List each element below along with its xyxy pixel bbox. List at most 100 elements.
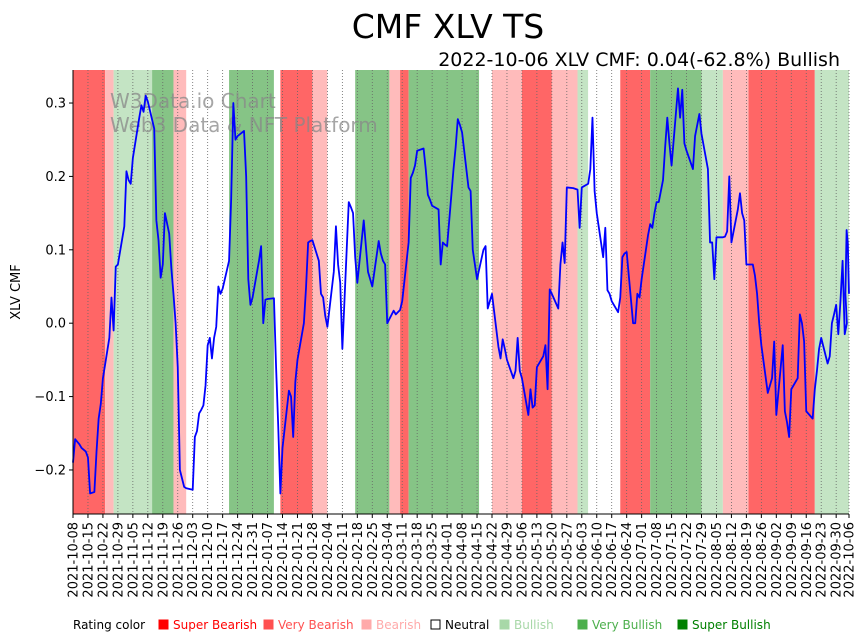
x-tick-label: 2022-08-12	[725, 522, 740, 598]
x-tick-label: 2022-07-29	[695, 522, 710, 598]
x-axis-ticks: 2021-10-08 2021-10-15 2021-10-22 2021-10-29…	[67, 514, 858, 598]
legend-swatch	[677, 619, 688, 630]
watermark-line-1: W3Data.io Chart	[110, 89, 276, 113]
y-tick-label: 0.2	[45, 170, 66, 185]
rating-band-bearish	[389, 70, 401, 514]
rating-band-neutral	[479, 70, 492, 514]
legend-swatch	[361, 619, 372, 630]
rating-band-very-bearish	[400, 70, 409, 514]
rating-band-bullish	[577, 70, 589, 514]
legend-label: Bullish	[514, 618, 554, 632]
x-tick-label: 2022-02-11	[336, 522, 351, 598]
rating-band-bearish	[312, 70, 328, 514]
y-tick-label: 0.3	[45, 97, 66, 112]
y-tick-label: 0.0	[45, 317, 66, 332]
x-tick-label: 2021-10-22	[96, 522, 111, 598]
rating-band-very-bullish	[229, 70, 274, 514]
legend-swatch	[577, 619, 588, 630]
x-tick-label: 2022-07-08	[650, 522, 665, 598]
x-tick-label: 2021-10-15	[81, 522, 96, 598]
legend-swatch	[430, 619, 441, 630]
x-tick-label: 2022-05-06	[515, 522, 530, 598]
x-tick-label: 2022-04-08	[456, 522, 471, 598]
x-tick-label: 2021-12-03	[186, 522, 201, 598]
chart-title: CMF XLV TS	[352, 7, 545, 46]
x-tick-label: 2022-06-17	[605, 522, 620, 598]
x-tick-label: 2022-08-05	[710, 522, 725, 598]
rating-band-bearish	[105, 70, 114, 514]
x-tick-label: 2022-07-01	[635, 522, 650, 598]
rating-band-very-bearish	[280, 70, 313, 514]
x-tick-label: 2022-04-29	[500, 522, 515, 598]
legend-label: Bearish	[376, 618, 421, 632]
legend-label: Very Bullish	[592, 618, 662, 632]
x-tick-label: 2021-10-08	[67, 522, 82, 598]
y-axis-label: XLV CMF	[9, 264, 24, 320]
rating-band-bearish	[173, 70, 187, 514]
x-tick-label: 2022-02-04	[321, 522, 336, 598]
rating-band-very-bearish	[73, 70, 106, 514]
rating-band-very-bullish	[408, 70, 480, 514]
x-tick-label: 2022-02-18	[351, 522, 366, 598]
y-tick-label: −0.2	[34, 463, 66, 478]
x-tick-label: 2022-04-01	[441, 522, 456, 598]
x-tick-label: 2021-11-19	[156, 522, 171, 598]
x-tick-label: 2022-09-02	[770, 522, 785, 598]
series-lines	[72, 87, 850, 495]
rating-band-bullish	[701, 70, 723, 514]
x-tick-label: 2022-09-23	[815, 522, 830, 598]
x-tick-label: 2022-07-15	[665, 522, 680, 598]
rating-band-neutral	[273, 70, 281, 514]
vertical-gridlines	[72, 70, 850, 514]
x-tick-label: 2022-10-06	[843, 522, 858, 598]
legend-swatch	[263, 619, 274, 630]
x-tick-label: 2022-09-30	[830, 522, 845, 598]
rating-legend: Rating color Super Bearish Very Bearish Bea…	[73, 618, 771, 632]
rating-band-very-bearish	[748, 70, 815, 514]
rating-band-bearish	[551, 70, 578, 514]
x-tick-label: 2022-05-13	[530, 522, 545, 598]
x-tick-label: 2022-01-07	[261, 522, 276, 598]
chart-subtitle: 2022-10-06 XLV CMF: 0.04(-62.8%) Bullish	[438, 49, 840, 71]
x-tick-label: 2022-03-11	[396, 522, 411, 598]
x-tick-label: 2022-03-18	[411, 522, 426, 598]
x-tick-label: 2022-05-20	[545, 522, 560, 598]
legend-title: Rating color	[73, 618, 145, 632]
legend-label: Super Bullish	[692, 618, 771, 632]
x-tick-label: 2022-01-21	[291, 522, 306, 598]
legend-label: Very Bearish	[278, 618, 354, 632]
series-line-0	[72, 87, 850, 495]
y-axis-ticks: −0.2 −0.1 0.0 0.1 0.2 0.3	[34, 97, 73, 478]
axes	[72, 70, 849, 515]
x-tick-label: 2021-12-24	[231, 522, 246, 598]
x-tick-label: 2021-12-31	[246, 522, 261, 598]
legend-label: Neutral	[445, 618, 489, 632]
x-tick-label: 2022-06-03	[575, 522, 590, 598]
x-tick-label: 2021-11-05	[126, 522, 141, 598]
x-tick-label: 2022-03-25	[426, 522, 441, 598]
x-tick-label: 2021-12-10	[201, 522, 216, 598]
x-tick-label: 2022-01-14	[276, 522, 291, 598]
y-tick-label: 0.1	[45, 243, 66, 258]
rating-band-very-bearish	[620, 70, 651, 514]
legend-label: Super Bearish	[173, 618, 257, 632]
x-tick-label: 2022-09-16	[800, 522, 815, 598]
x-tick-label: 2022-05-27	[560, 522, 575, 598]
x-tick-label: 2022-08-26	[755, 522, 770, 598]
x-tick-label: 2022-02-25	[366, 522, 381, 598]
y-tick-label: −0.1	[34, 390, 66, 405]
x-tick-label: 2022-07-22	[680, 522, 695, 598]
x-tick-label: 2022-04-22	[486, 522, 501, 598]
x-tick-label: 2022-09-09	[785, 522, 800, 598]
legend-swatch	[158, 619, 169, 630]
x-tick-label: 2022-06-10	[590, 522, 605, 598]
x-tick-label: 2022-04-15	[471, 522, 486, 598]
x-tick-label: 2021-12-17	[216, 522, 231, 598]
legend-swatch	[499, 619, 510, 630]
x-tick-label: 2021-11-26	[171, 522, 186, 598]
x-tick-label: 2022-01-28	[306, 522, 321, 598]
x-tick-label: 2021-11-12	[141, 522, 156, 598]
x-tick-label: 2022-03-04	[381, 522, 396, 598]
x-tick-label: 2022-08-19	[740, 522, 755, 598]
